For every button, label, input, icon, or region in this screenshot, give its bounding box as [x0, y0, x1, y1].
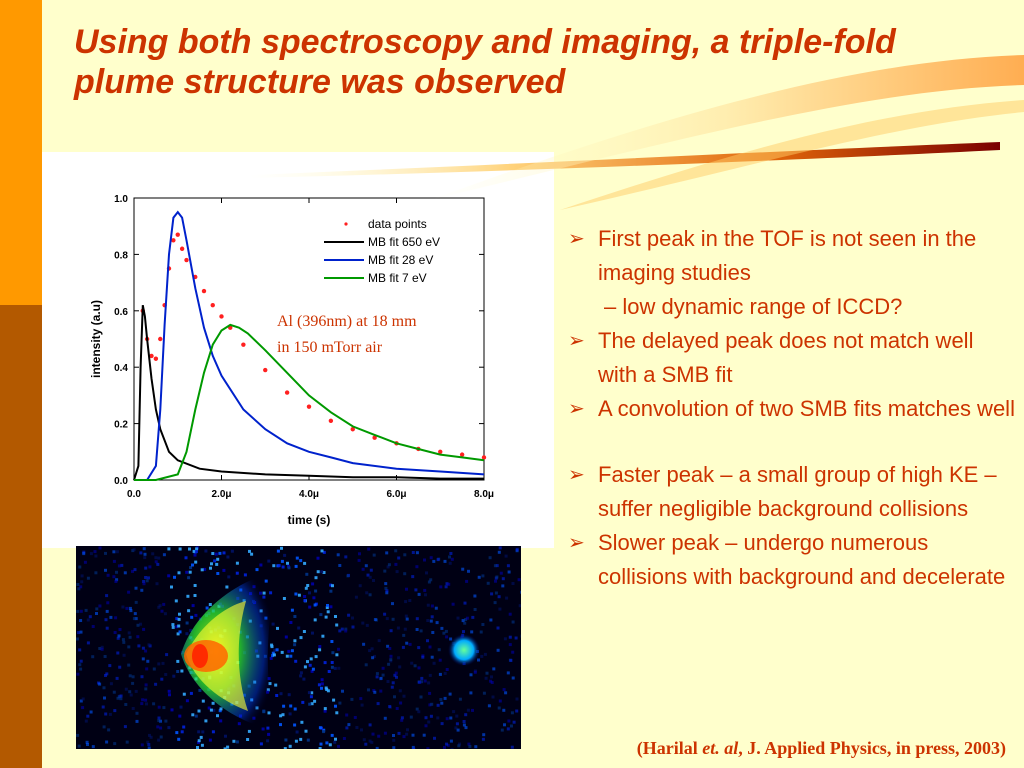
- x-tick-label: 2.0μ: [211, 489, 231, 500]
- y-axis-label: intensity (a.u): [89, 300, 103, 378]
- data-point: [171, 238, 176, 243]
- legend-entry: MB fit 28 eV: [368, 253, 433, 267]
- data-point: [263, 367, 268, 373]
- annotation-line-2: in 150 mTorr air: [277, 339, 383, 356]
- data-point: [179, 246, 185, 251]
- y-tick-label: 0.4: [114, 363, 128, 374]
- series-line-3: [134, 323, 485, 481]
- sub-bullet-item: – low dynamic range of ICCD?: [568, 290, 1018, 324]
- data-point: [438, 449, 443, 454]
- legend-entry: data points: [368, 217, 427, 231]
- series-layer: [133, 210, 487, 481]
- data-point: [175, 232, 180, 237]
- data-point: [219, 314, 224, 319]
- y-tick-label: 1.0: [114, 194, 128, 205]
- plume-image: [76, 546, 521, 749]
- data-point: [210, 302, 215, 308]
- bullet-text: Slower peak – undergo numerous collision…: [598, 530, 1006, 589]
- bullet-spacer: [568, 426, 1018, 458]
- series-line-2: [134, 210, 485, 481]
- series-line-1: [133, 305, 484, 481]
- y-axis-ticks: 0.0 0.2 0.4 0.6 0.8 1.0: [114, 194, 484, 487]
- bullet-text: The delayed peak does not match well wit…: [598, 328, 974, 387]
- bullet-item: ➢ A convolution of two SMB fits matches w…: [568, 392, 1018, 426]
- arrow-bullet-icon: ➢: [568, 228, 585, 250]
- slide-title: Using both spectroscopy and imaging, a t…: [74, 23, 896, 101]
- data-point: [372, 435, 377, 440]
- x-tick-label: 4.0μ: [299, 489, 319, 500]
- bullet-text: Faster peak – a small group of high KE –…: [598, 462, 997, 521]
- data-point: [459, 452, 465, 457]
- citation-journal: , J. Applied Physics, in press, 2003): [738, 738, 1006, 758]
- y-tick-label: 0.6: [114, 307, 128, 318]
- data-point: [328, 418, 334, 423]
- citation: (Harilal et. al, J. Applied Physics, in …: [637, 738, 1006, 759]
- x-tick-label: 0.0: [127, 489, 141, 500]
- arrow-bullet-icon: ➢: [568, 398, 585, 420]
- citation-author: (Harilal: [636, 738, 703, 758]
- chart-panel: 0.0 0.2 0.4 0.6 0.8 1.0 0.0 2.0μ 4.0μ 6.0μ 8.0μ t…: [42, 152, 554, 548]
- side-bar-bottom: [0, 305, 42, 768]
- legend-entry: MB fit 650 eV: [368, 235, 440, 249]
- data-point: [481, 455, 487, 460]
- bullet-list: ➢ First peak in the TOF is not seen in th…: [568, 222, 1018, 594]
- legend-entry: MB fit 7 eV: [368, 271, 427, 285]
- data-point: [153, 356, 159, 361]
- bullet-text: First peak in the TOF is not seen in the…: [598, 226, 977, 285]
- data-point: [158, 336, 163, 342]
- x-tick-label: 8.0μ: [474, 489, 494, 500]
- chart-legend: data points MB fit 650 eV MB fit 28 eV MB f…: [324, 217, 440, 285]
- data-point: [149, 353, 154, 359]
- bullet-text: A convolution of two SMB fits matches we…: [598, 396, 1015, 421]
- arrow-bullet-icon: ➢: [568, 464, 585, 486]
- arrow-bullet-icon: ➢: [568, 330, 585, 352]
- data-point: [284, 390, 290, 395]
- y-tick-label: 0.8: [114, 250, 128, 261]
- chart-annotation: Al (396nm) at 18 mm in 150 mTorr air: [277, 313, 417, 356]
- tof-chart: 0.0 0.2 0.4 0.6 0.8 1.0 0.0 2.0μ 4.0μ 6.0μ 8.0μ t…: [89, 194, 494, 527]
- bullet-item: ➢ First peak in the TOF is not seen in th…: [568, 222, 1018, 290]
- data-point: [306, 404, 312, 409]
- arrow-bullet-icon: ➢: [568, 532, 585, 554]
- data-point: [241, 342, 246, 347]
- data-point: [184, 257, 189, 263]
- annotation-line-1: Al (396nm) at 18 mm: [277, 313, 417, 330]
- legend-swatch: [344, 222, 348, 226]
- y-tick-label: 0.0: [114, 476, 128, 487]
- title-swoosh-decoration: [250, 55, 1024, 210]
- bullet-text: – low dynamic range of ICCD?: [604, 294, 903, 319]
- x-axis-label: time (s): [288, 513, 331, 527]
- x-tick-label: 6.0μ: [386, 489, 406, 500]
- data-point: [201, 288, 207, 294]
- bullet-item: ➢ Slower peak – undergo numerous collisio…: [568, 526, 1018, 594]
- data-point: [350, 427, 355, 432]
- y-tick-label: 0.2: [114, 420, 128, 431]
- bullet-item: ➢ The delayed peak does not match well wi…: [568, 324, 1018, 392]
- side-bar-top: [0, 0, 42, 305]
- bullet-item: ➢ Faster peak – a small group of high KE …: [568, 458, 1018, 526]
- citation-etal: et. al: [702, 738, 739, 758]
